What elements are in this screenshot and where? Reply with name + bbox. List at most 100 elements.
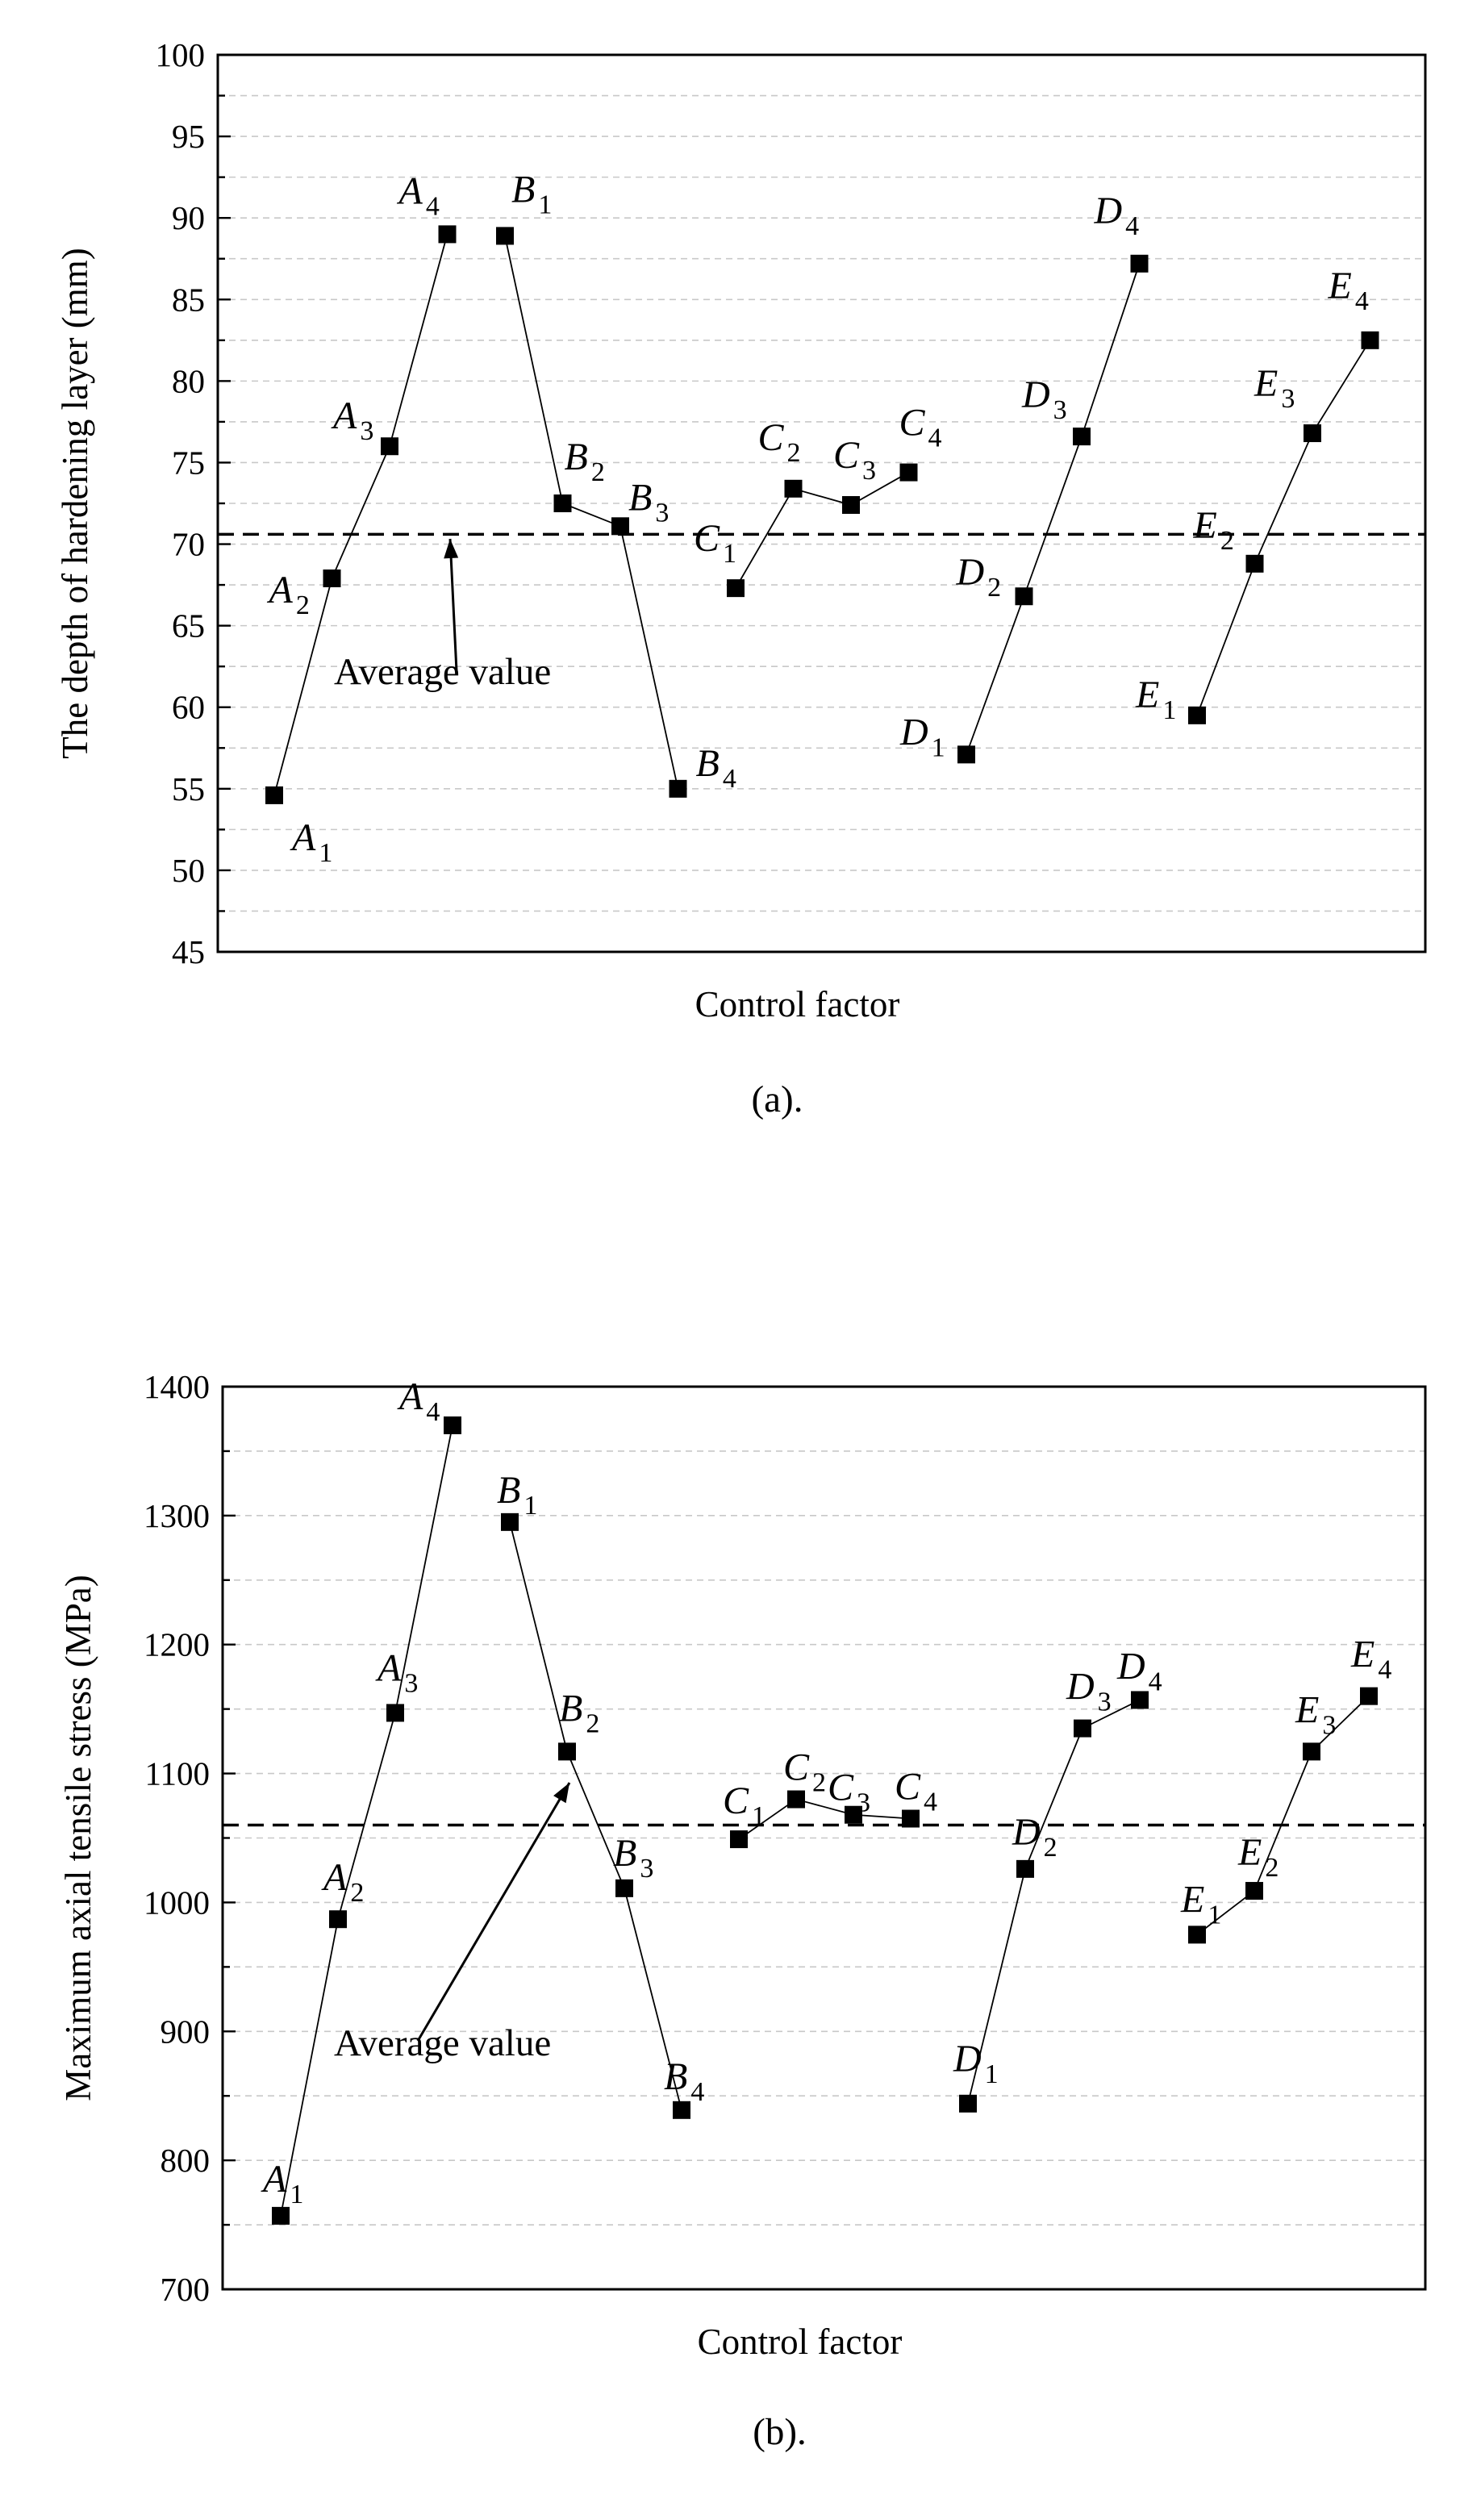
data-point-C3 <box>842 496 860 514</box>
point-label-subscript: 1 <box>752 1801 765 1831</box>
point-label-subscript: 2 <box>812 1768 826 1798</box>
average-arrow-head <box>553 1783 569 1803</box>
point-label-subscript: 1 <box>1208 1900 1221 1930</box>
point-label-subscript: 3 <box>862 456 876 486</box>
x-axis-title: Control factor <box>695 984 900 1024</box>
y-tick-label: 900 <box>161 2013 211 2050</box>
figure: 4550556065707580859095100The depth of ha… <box>0 0 1460 2520</box>
data-point-E1 <box>1188 1925 1206 1943</box>
data-point-B1 <box>501 1513 519 1531</box>
data-point-C2 <box>787 1791 805 1809</box>
y-tick-label: 45 <box>172 933 205 970</box>
point-label-subscript: 4 <box>426 191 440 221</box>
data-point-D1 <box>959 2095 977 2113</box>
chart-a: 45 50 55 60 65 70 75 80 85 90 95 100 The depth of ha… <box>55 36 1425 1120</box>
average-arrow-head <box>444 539 458 558</box>
y-tick-label: 85 <box>172 281 205 318</box>
data-point-D2 <box>1016 1860 1034 1878</box>
data-point-D4 <box>1131 1691 1149 1709</box>
data-point-B2 <box>558 1742 576 1760</box>
point-label-subscript: 2 <box>586 1709 599 1738</box>
y-axis-title: Maximum axial tensile stress (MPa) <box>58 1575 98 2101</box>
y-tick-label: 700 <box>161 2271 211 2308</box>
point-label-subscript: 3 <box>404 1668 418 1698</box>
series-line-A <box>281 1425 453 2216</box>
data-point-C1 <box>730 1830 748 1848</box>
data-point-B4 <box>673 2101 690 2119</box>
point-label-subscript: 1 <box>985 2059 999 2089</box>
point-label-subscript: 3 <box>1053 395 1067 425</box>
point-label-D3: D3 <box>1021 373 1067 425</box>
point-label-subscript: 4 <box>690 2077 704 2107</box>
series-line-D <box>966 264 1140 755</box>
data-point-D3 <box>1073 428 1091 445</box>
data-point-A4 <box>439 225 457 243</box>
point-label-subscript: 1 <box>524 1491 537 1521</box>
point-label-subscript: 3 <box>1281 384 1295 414</box>
point-label-subscript: 3 <box>1322 1710 1336 1740</box>
y-tick-label: 1200 <box>144 1626 210 1663</box>
point-label-subscript: 2 <box>350 1878 364 1908</box>
figure-caption: (b). <box>753 2411 807 2453</box>
point-label-D2: D2 <box>956 551 1002 603</box>
point-label-subscript: 3 <box>640 1854 653 1884</box>
data-point-B1 <box>496 227 514 244</box>
point-label-A3: A3 <box>331 394 373 446</box>
point-label-B1: B1 <box>511 168 552 219</box>
y-tick-label: 1300 <box>144 1497 210 1534</box>
point-label-subscript: 4 <box>723 764 736 794</box>
series-line-A <box>274 234 448 795</box>
data-point-C4 <box>900 464 918 482</box>
data-point-E4 <box>1362 332 1379 349</box>
data-point-E3 <box>1303 1742 1320 1760</box>
point-label-subscript: 4 <box>1149 1667 1162 1696</box>
y-tick-label: 1400 <box>144 1368 210 1405</box>
data-point-C4 <box>902 1810 920 1828</box>
point-label-subscript: 3 <box>655 498 669 528</box>
point-label-subscript: 2 <box>787 438 801 468</box>
figure-caption: (a). <box>752 1079 803 1120</box>
point-label-subscript: 2 <box>1044 1833 1057 1863</box>
point-label-subscript: 3 <box>1098 1688 1112 1717</box>
y-tick-label: 50 <box>172 852 205 889</box>
data-point-B3 <box>611 517 629 535</box>
y-tick-label: 800 <box>161 2142 211 2179</box>
data-point-A4 <box>444 1416 461 1434</box>
point-label-C3: C3 <box>833 434 876 486</box>
data-point-C2 <box>785 480 803 498</box>
point-label-subscript: 1 <box>723 539 736 569</box>
data-point-A2 <box>329 1910 347 1928</box>
point-label-subscript: 1 <box>319 838 332 868</box>
data-point-B3 <box>615 1880 633 1897</box>
point-label-D2: D2 <box>1012 1811 1057 1863</box>
point-label-subscript: 4 <box>426 1397 440 1427</box>
data-point-D2 <box>1016 587 1033 605</box>
y-tick-label: 75 <box>172 444 205 481</box>
data-point-A3 <box>381 437 398 455</box>
point-label-A3: A3 <box>375 1646 418 1698</box>
point-label-subscript: 1 <box>932 732 945 762</box>
data-point-D3 <box>1074 1720 1091 1738</box>
point-label-subscript: 4 <box>1355 286 1369 316</box>
point-label-E2: E2 <box>1193 504 1234 556</box>
y-tick-label: 1100 <box>145 1755 210 1792</box>
y-tick-label: 90 <box>172 199 205 236</box>
y-tick-label: 1000 <box>144 1884 210 1921</box>
data-point-B4 <box>670 780 687 798</box>
average-value-label: Average value <box>334 2022 551 2064</box>
